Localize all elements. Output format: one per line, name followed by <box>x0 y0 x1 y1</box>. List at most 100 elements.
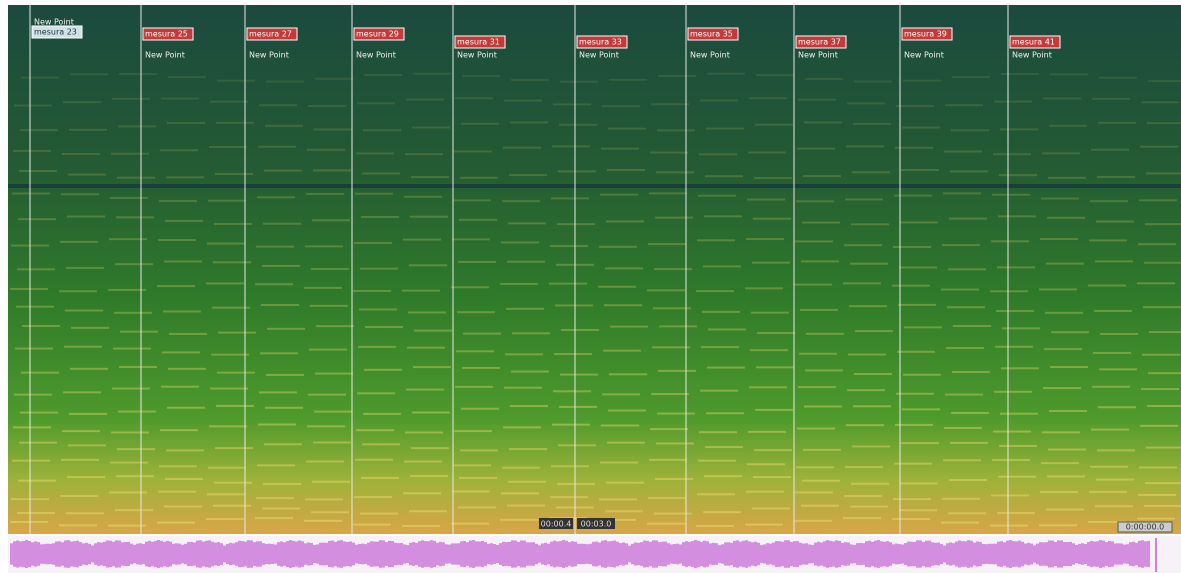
harmonic <box>404 461 442 463</box>
wave-bar <box>1087 542 1090 566</box>
harmonic <box>210 388 248 390</box>
wave-bar <box>355 545 358 564</box>
wave-bar <box>547 544 550 565</box>
harmonic <box>507 505 545 507</box>
harmonic <box>13 150 51 152</box>
harmonic <box>945 104 983 106</box>
wave-bar <box>16 540 19 567</box>
wave-bar <box>604 540 607 568</box>
wave-bar <box>559 541 562 567</box>
wave-bar <box>658 542 661 566</box>
harmonic <box>990 525 1028 527</box>
marker-sub: New Point <box>249 51 289 60</box>
harmonic <box>263 483 301 485</box>
harmonic <box>307 149 345 151</box>
wave-bar <box>871 542 874 566</box>
harmonic <box>167 407 205 409</box>
wave-bar <box>823 541 826 566</box>
harmonic <box>805 369 843 371</box>
wave-bar <box>481 541 484 567</box>
wave-bar <box>757 543 760 565</box>
harmonic <box>1040 491 1078 493</box>
wave-bar <box>751 542 754 565</box>
harmonic <box>357 102 395 104</box>
harmonic <box>550 496 588 498</box>
harmonic <box>59 290 97 292</box>
harmonic <box>903 374 941 376</box>
harmonic <box>1095 505 1133 507</box>
harmonic <box>364 74 402 76</box>
harmonic <box>70 368 108 370</box>
wave-bar <box>754 542 757 567</box>
harmonic <box>609 373 647 375</box>
harmonic <box>754 177 792 179</box>
harmonic <box>704 475 742 477</box>
harmonic <box>308 394 346 396</box>
harmonic <box>355 459 393 461</box>
wave-bar <box>70 541 73 566</box>
wave-bar <box>280 541 283 566</box>
wave-bar <box>898 544 901 564</box>
wave-bar <box>964 541 967 566</box>
harmonic <box>512 332 550 334</box>
wave-bar <box>622 542 625 565</box>
harmonic <box>944 427 982 429</box>
harmonic <box>162 351 200 353</box>
wave-bar <box>760 545 763 563</box>
wave-bar <box>442 542 445 565</box>
harmonic <box>699 153 737 155</box>
harmonic <box>1039 288 1077 290</box>
harmonic <box>950 170 988 172</box>
harmonic <box>1141 101 1179 103</box>
marker-sub: New Point <box>798 51 838 60</box>
wave-bar <box>310 543 313 565</box>
wave-bar <box>1078 544 1081 564</box>
harmonic <box>259 104 297 106</box>
wave-bar <box>364 544 367 564</box>
harmonic <box>1000 413 1038 415</box>
harmonic <box>1138 494 1176 496</box>
harmonic <box>311 268 349 270</box>
harmonic <box>604 304 642 306</box>
harmonic <box>1046 509 1084 511</box>
wave-bar <box>496 545 499 563</box>
wave-bar <box>1114 543 1117 564</box>
wave-bar <box>115 540 118 567</box>
harmonic <box>308 105 346 107</box>
wave-bar <box>916 540 919 567</box>
harmonic <box>354 496 392 498</box>
harmonic <box>508 222 546 224</box>
harmonic <box>117 177 155 179</box>
wave-bar <box>733 541 736 567</box>
harmonic <box>70 73 108 75</box>
harmonic <box>313 169 351 171</box>
harmonic <box>361 477 399 479</box>
wave-bar <box>97 542 100 566</box>
harmonic <box>61 193 99 195</box>
wave-bar <box>82 543 85 564</box>
wave-bar <box>1102 541 1105 568</box>
wave-bar <box>91 546 94 563</box>
wave-bar <box>616 542 619 567</box>
harmonic <box>941 522 979 524</box>
harmonic <box>459 477 497 479</box>
wave-bar <box>1090 541 1093 567</box>
harmonic <box>161 98 199 100</box>
harmonic <box>159 200 197 202</box>
wave-bar <box>49 544 52 564</box>
harmonic <box>353 290 391 292</box>
harmonic <box>751 312 789 314</box>
marker-label: mesura 31 <box>457 38 500 47</box>
wave-bar <box>139 543 142 565</box>
wave-bar <box>277 542 280 566</box>
wave-bar <box>868 541 871 568</box>
harmonic <box>168 368 206 370</box>
wave-bar <box>583 544 586 564</box>
harmonic <box>746 238 784 240</box>
harmonic <box>1137 518 1175 520</box>
wave-bar <box>226 544 229 564</box>
harmonic <box>896 105 934 107</box>
wave-bar <box>643 541 646 568</box>
harmonic <box>798 386 836 388</box>
wave-bar <box>250 540 253 567</box>
